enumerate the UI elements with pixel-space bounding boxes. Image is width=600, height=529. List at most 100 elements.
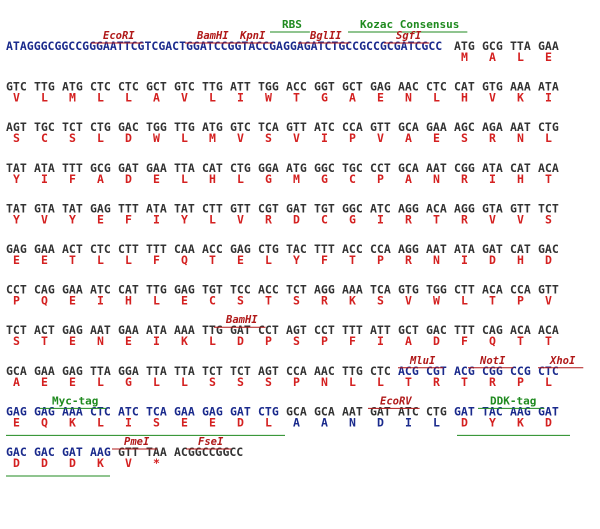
amino-acid: E (377, 91, 384, 105)
codon: AAA (510, 80, 531, 94)
amino-acid: D (377, 415, 384, 429)
amino-acid: L (433, 91, 440, 105)
tag-label: Kozac Consensus (360, 18, 459, 31)
amino-acid: M (69, 91, 76, 105)
amino-acid: R (461, 212, 468, 226)
codon: GAT (454, 404, 475, 418)
site-label: FseI (198, 436, 224, 448)
codon: AAT (426, 161, 447, 175)
codon: TTG (202, 80, 223, 94)
codon: CCT (314, 323, 335, 337)
amino-acid: P (293, 375, 300, 389)
codon: CTG (230, 161, 251, 175)
amino-acid: E (433, 131, 440, 145)
amino-acid: E (153, 172, 160, 186)
amino-acid: I (41, 172, 48, 186)
codon: TTG (146, 283, 167, 297)
codon: GTA (34, 201, 55, 215)
amino-acid: R (461, 172, 468, 186)
codon: CAT (454, 80, 475, 94)
site-label: MluI (409, 355, 436, 367)
codon: ACA (510, 323, 531, 337)
amino-acid: I (153, 212, 160, 226)
codon: CCA (342, 120, 363, 134)
codon: ACC (202, 242, 223, 256)
codon: ATA (146, 201, 167, 215)
codon: TTG (34, 80, 55, 94)
codon: GAG (6, 404, 27, 418)
codon: GAT (118, 161, 139, 175)
amino-acid: I (321, 131, 328, 145)
amino-acid: T (349, 253, 356, 267)
codon: GCA (398, 120, 419, 134)
amino-acid: I (125, 415, 132, 429)
amino-acid: E (209, 415, 216, 429)
codon: CAG (34, 283, 55, 297)
codon: TCA (370, 283, 391, 297)
amino-acid: M (293, 172, 300, 186)
amino-acid: E (237, 253, 244, 267)
amino-acid: M (209, 131, 216, 145)
amino-acid: G (125, 375, 132, 389)
codon: CTT (118, 242, 139, 256)
codon: AGT (286, 323, 307, 337)
amino-acid: T (517, 334, 524, 348)
codon: ACC (286, 80, 307, 94)
amino-acid: L (209, 91, 216, 105)
amino-acid: L (153, 294, 160, 308)
codon: GAA (118, 323, 139, 337)
amino-acid: P (517, 294, 524, 308)
amino-acid: A (321, 415, 328, 429)
amino-acid: H (517, 253, 524, 267)
codon: AGA (482, 120, 503, 134)
amino-acid: A (97, 172, 104, 186)
codon: GAG (6, 242, 27, 256)
amino-acid: N (433, 172, 440, 186)
amino-acid: F (153, 253, 160, 267)
amino-acid: L (125, 253, 132, 267)
amino-acid: D (293, 212, 300, 226)
amino-acid: S (265, 375, 272, 389)
amino-acid: Q (181, 253, 188, 267)
amino-acid: A (405, 131, 412, 145)
codon: CTC (90, 242, 111, 256)
codon: TAT (6, 161, 27, 175)
amino-acid: S (377, 294, 384, 308)
amino-acid: L (97, 131, 104, 145)
amino-acid: W (265, 91, 272, 105)
amino-acid: Y (489, 415, 496, 429)
codon: TAT (6, 201, 27, 215)
codon: GTA (482, 201, 503, 215)
amino-acid: D (433, 334, 440, 348)
amino-acid: T (265, 294, 272, 308)
site-label: SgfI (396, 30, 422, 42)
amino-acid: V (489, 212, 496, 226)
amino-acid: E (181, 294, 188, 308)
amino-acid: I (377, 334, 384, 348)
amino-acid: S (265, 131, 272, 145)
amino-acid: E (69, 334, 76, 348)
amino-acid: T (545, 172, 552, 186)
site-label: EcoRI (103, 30, 135, 42)
amino-acid: H (517, 172, 524, 186)
codon: GGC (314, 161, 335, 175)
amino-acid: P (321, 334, 328, 348)
codon: AAA (342, 283, 363, 297)
codon: GAC (34, 445, 55, 459)
codon: GAC (426, 323, 447, 337)
amino-acid: L (265, 253, 272, 267)
codon: CTG (426, 404, 447, 418)
amino-acid: F (125, 212, 132, 226)
amino-acid: G (265, 172, 272, 186)
amino-acid: V (517, 212, 524, 226)
codon: TGC (34, 120, 55, 134)
amino-acid: K (181, 334, 188, 348)
site-label: NotI (479, 355, 506, 367)
codon: TCT (202, 364, 223, 378)
codon: GCA (314, 404, 335, 418)
codon: GAA (34, 364, 55, 378)
codon: CAT (510, 161, 531, 175)
site-label: XhoI (549, 355, 576, 367)
codon: CAG (482, 323, 503, 337)
amino-acid: C (209, 294, 216, 308)
